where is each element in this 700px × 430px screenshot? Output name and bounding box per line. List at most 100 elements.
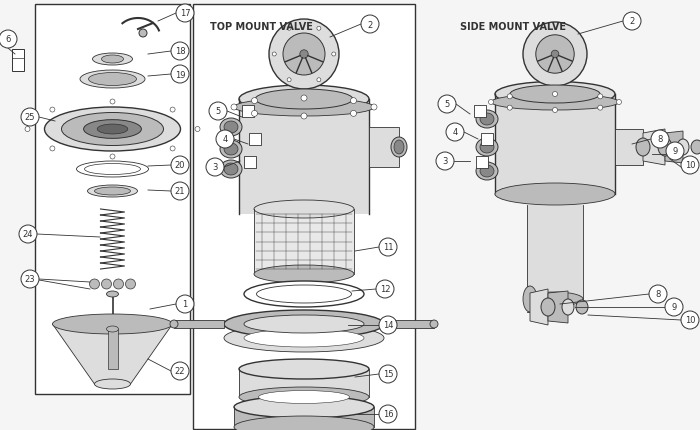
Text: 10: 10 (685, 161, 695, 170)
Polygon shape (615, 130, 643, 166)
Circle shape (379, 239, 397, 256)
Circle shape (113, 280, 123, 289)
Ellipse shape (83, 120, 141, 139)
Text: 19: 19 (175, 71, 186, 79)
Ellipse shape (88, 186, 137, 197)
Circle shape (19, 225, 37, 243)
Ellipse shape (394, 141, 404, 155)
Circle shape (551, 51, 559, 59)
Circle shape (623, 13, 641, 31)
Ellipse shape (224, 122, 238, 134)
Circle shape (508, 106, 512, 111)
Polygon shape (665, 132, 683, 164)
Bar (242, 106, 254, 118)
Ellipse shape (523, 286, 537, 312)
Circle shape (195, 127, 200, 132)
Polygon shape (530, 289, 548, 325)
Circle shape (351, 111, 356, 117)
Circle shape (110, 100, 115, 105)
Text: 20: 20 (175, 161, 186, 170)
Ellipse shape (62, 113, 164, 146)
Bar (12, 50, 24, 72)
Circle shape (216, 131, 234, 149)
Ellipse shape (691, 141, 700, 155)
Ellipse shape (244, 281, 364, 307)
Bar (481, 134, 493, 146)
Circle shape (283, 34, 325, 76)
Ellipse shape (76, 162, 148, 178)
Bar (249, 134, 261, 146)
Circle shape (379, 405, 397, 423)
Polygon shape (527, 286, 530, 312)
Ellipse shape (576, 300, 588, 314)
Ellipse shape (254, 200, 354, 218)
Text: 6: 6 (6, 35, 10, 44)
Text: 18: 18 (175, 47, 186, 56)
Text: 4: 4 (223, 135, 228, 144)
Bar (108, 329, 118, 369)
Circle shape (209, 103, 227, 121)
Ellipse shape (106, 291, 118, 297)
Circle shape (139, 30, 147, 38)
Text: 14: 14 (383, 321, 393, 330)
Circle shape (125, 280, 136, 289)
Circle shape (536, 36, 574, 74)
Circle shape (332, 53, 336, 57)
Ellipse shape (244, 315, 364, 333)
Ellipse shape (636, 139, 650, 157)
Ellipse shape (677, 140, 689, 156)
Circle shape (446, 124, 464, 141)
Ellipse shape (480, 166, 494, 178)
Text: 2: 2 (629, 18, 635, 26)
Ellipse shape (476, 163, 498, 181)
Ellipse shape (94, 379, 130, 389)
Ellipse shape (562, 299, 574, 315)
Text: 15: 15 (383, 370, 393, 379)
Polygon shape (239, 100, 369, 215)
Circle shape (436, 153, 454, 171)
Ellipse shape (52, 314, 172, 334)
Ellipse shape (170, 320, 178, 328)
Circle shape (171, 66, 189, 84)
Text: 10: 10 (685, 316, 695, 325)
Circle shape (231, 105, 237, 111)
Circle shape (489, 100, 493, 105)
Circle shape (171, 157, 189, 175)
Text: 25: 25 (25, 113, 35, 122)
Circle shape (25, 127, 30, 132)
Circle shape (438, 96, 456, 114)
Circle shape (287, 79, 291, 83)
Circle shape (50, 108, 55, 113)
Ellipse shape (244, 329, 364, 347)
Text: 3: 3 (442, 157, 448, 166)
Circle shape (552, 108, 557, 113)
Ellipse shape (224, 324, 384, 352)
Circle shape (552, 92, 557, 97)
Ellipse shape (480, 141, 494, 154)
Circle shape (171, 362, 189, 380)
Ellipse shape (491, 95, 619, 111)
Ellipse shape (239, 86, 369, 114)
Text: 2: 2 (368, 21, 372, 29)
Circle shape (301, 114, 307, 120)
Text: 8: 8 (657, 135, 663, 144)
Text: 11: 11 (383, 243, 393, 252)
Ellipse shape (658, 139, 672, 157)
Text: 16: 16 (383, 409, 393, 418)
Text: 5: 5 (444, 100, 449, 109)
Polygon shape (643, 130, 665, 166)
Polygon shape (234, 407, 374, 427)
Polygon shape (369, 128, 399, 168)
Circle shape (301, 96, 307, 102)
Circle shape (317, 79, 321, 83)
Circle shape (21, 270, 39, 289)
Ellipse shape (224, 310, 384, 338)
Ellipse shape (85, 164, 141, 175)
Text: 3: 3 (212, 163, 218, 172)
Polygon shape (548, 291, 568, 323)
Bar (174, 320, 224, 328)
Ellipse shape (224, 144, 238, 156)
Polygon shape (254, 209, 354, 274)
Ellipse shape (391, 138, 407, 158)
Circle shape (666, 143, 684, 161)
